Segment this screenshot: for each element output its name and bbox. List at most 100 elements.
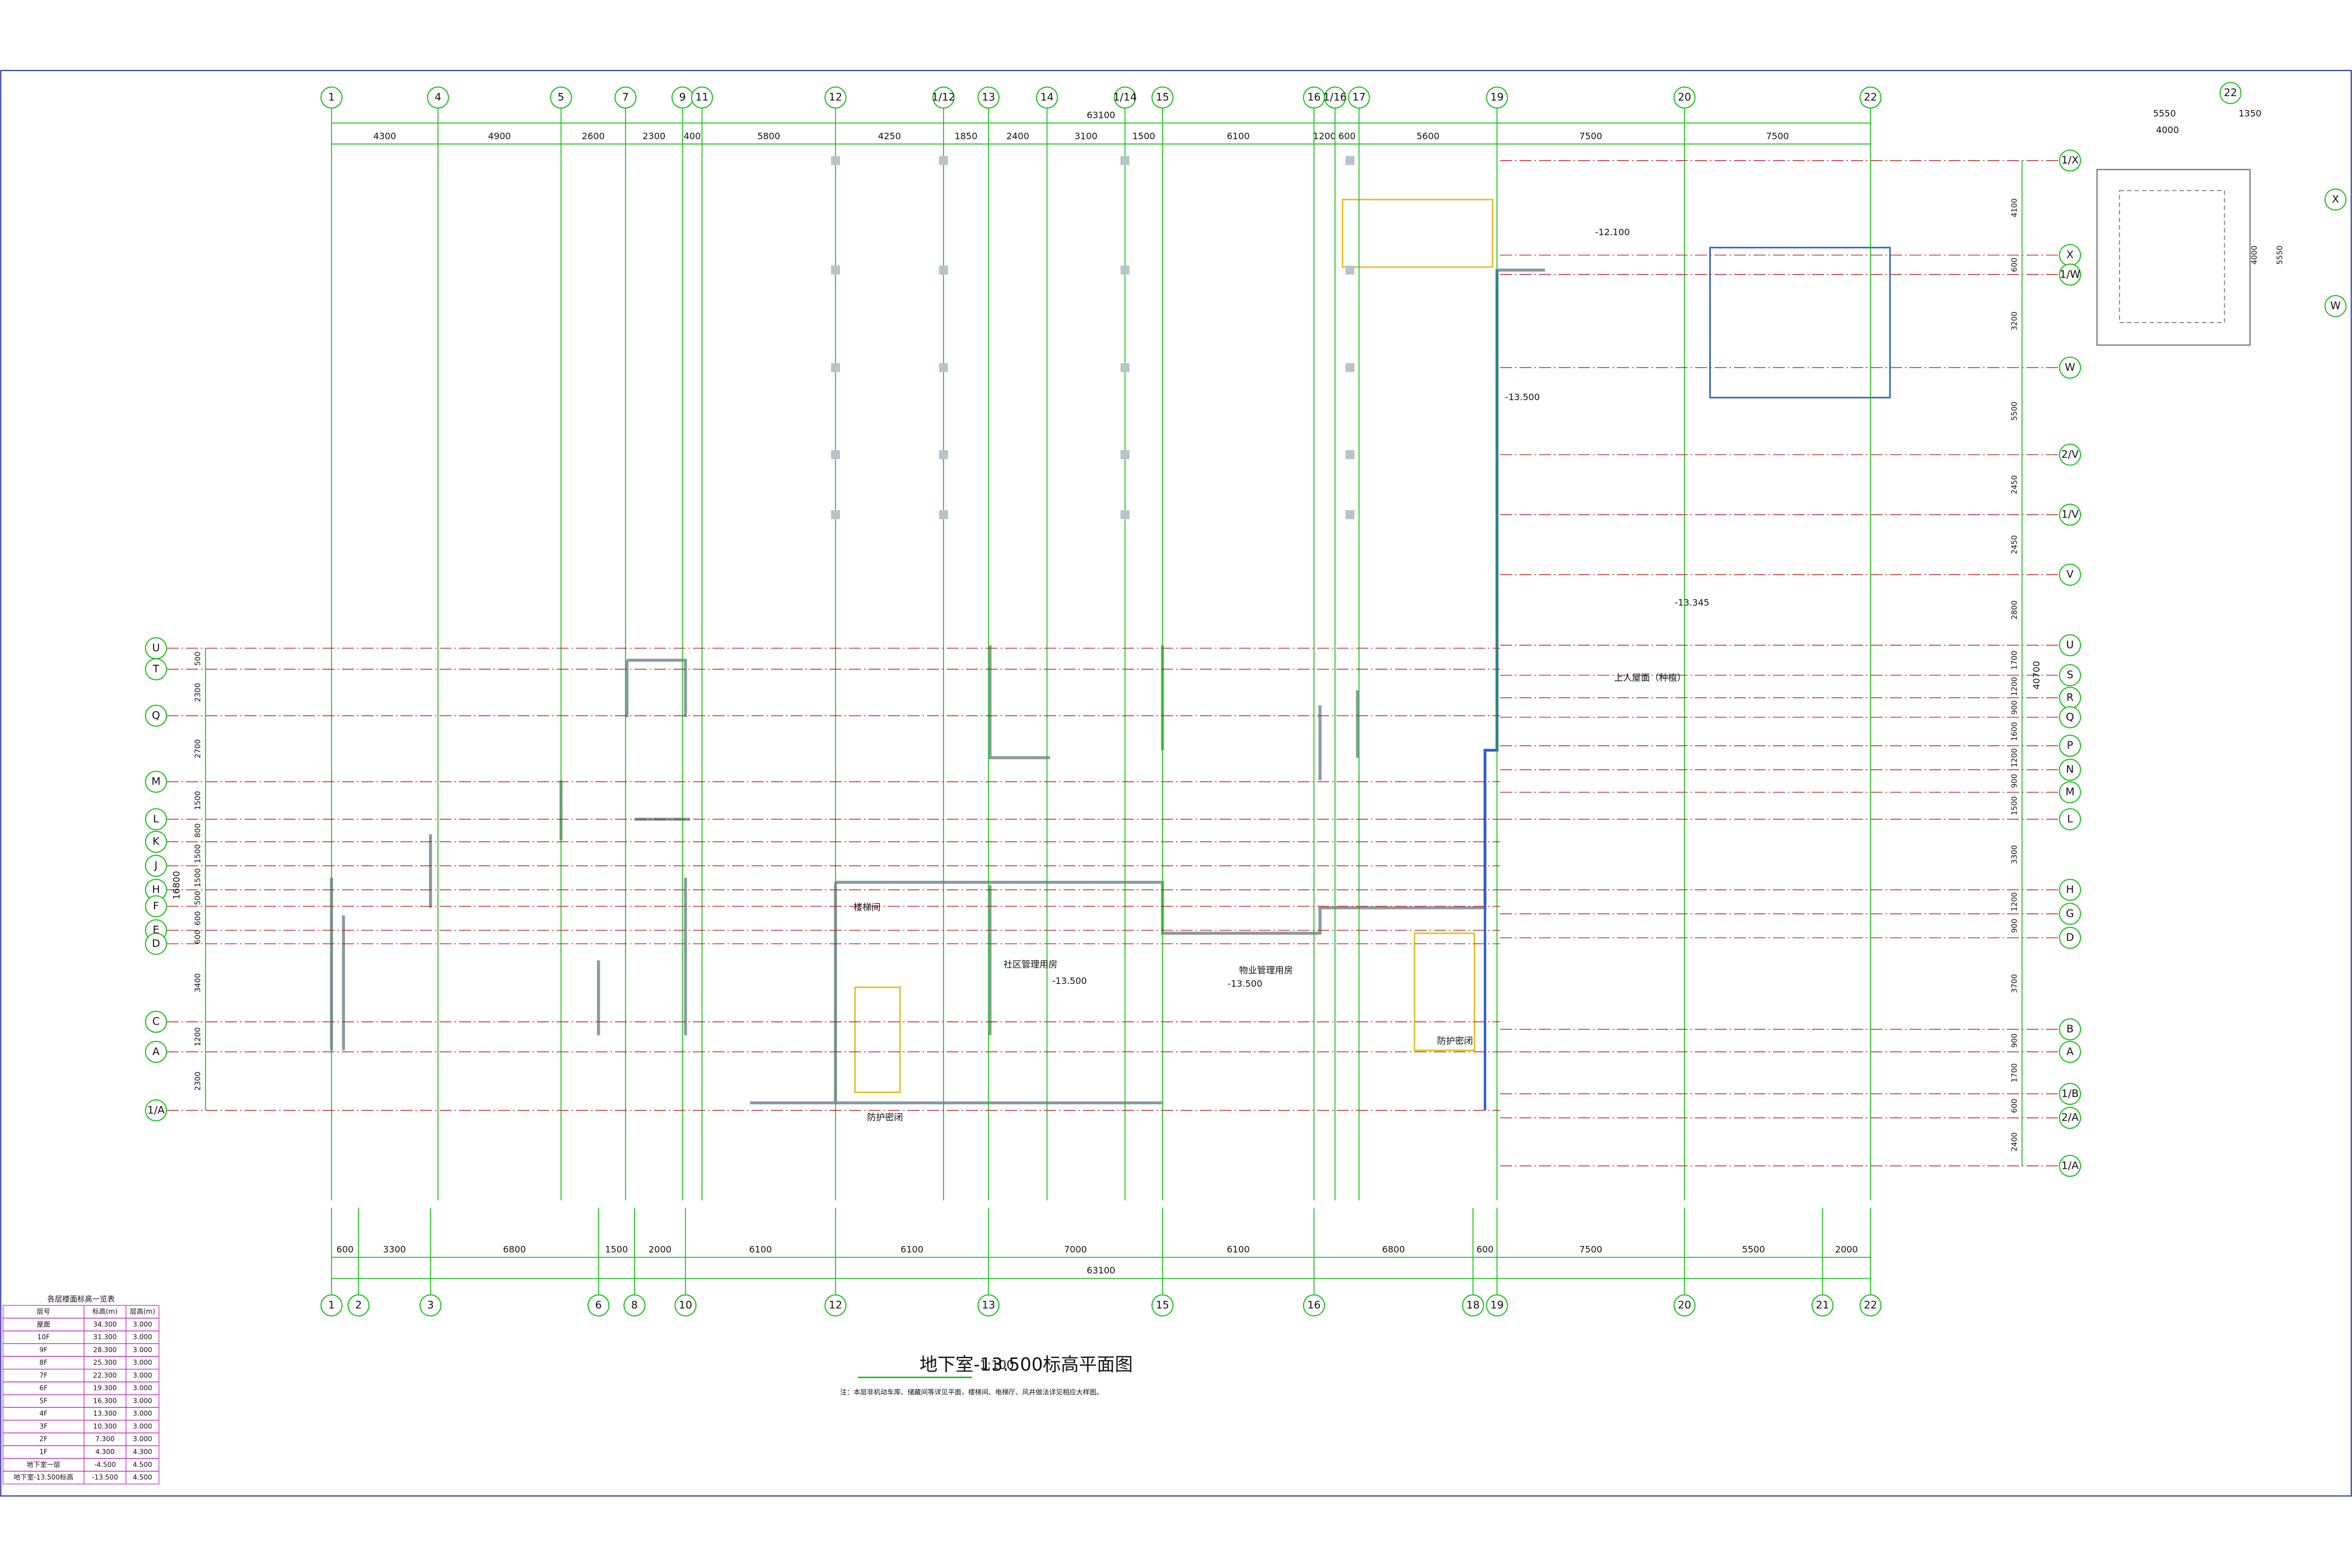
table-text: 地下室-13.500标高 <box>13 1473 73 1481</box>
frame <box>0 69 2352 1497</box>
dimension: 600 <box>337 1244 354 1254</box>
dimension: 600 <box>1338 130 1356 141</box>
axis-label: 20 <box>1678 1300 1691 1312</box>
dimension-total: 63100 <box>1087 1265 1116 1276</box>
dimension: 1500 <box>1132 130 1155 141</box>
dimension: 1500 <box>194 791 203 810</box>
axis-label: 12 <box>829 92 842 104</box>
axis-label: 10 <box>679 1300 692 1312</box>
table-text: 10F <box>38 1333 50 1341</box>
column <box>1345 450 1355 459</box>
dimension: 4900 <box>488 130 511 141</box>
column <box>1120 450 1130 459</box>
axis-label: 1/16 <box>1323 92 1347 104</box>
dimension: 3400 <box>194 973 203 992</box>
dimension-total: 63100 <box>1087 110 1116 120</box>
table-text: 7.300 <box>95 1435 114 1443</box>
axis-label: 13 <box>982 1300 995 1312</box>
table-title: 各层楼面标高一览表 <box>47 1294 114 1304</box>
column <box>1120 510 1130 520</box>
axis-label: 19 <box>1490 92 1504 104</box>
table-text: 34.300 <box>93 1320 116 1328</box>
axis-bubble <box>690 86 713 109</box>
axis-label: 1/A <box>2061 1160 2079 1172</box>
dimension: 1350 <box>2238 108 2261 119</box>
dimension: 5550 <box>2153 108 2176 119</box>
axis-label: 15 <box>1156 92 1169 104</box>
axis-bubble <box>1859 86 1882 109</box>
axis-bubble <box>144 895 167 918</box>
room-label: 物业管理用房 <box>1239 965 1293 976</box>
axis-label: L <box>153 813 159 825</box>
dimension: 5800 <box>757 130 780 141</box>
title: 地下室-13.500标高平面图 <box>920 1354 1133 1375</box>
axis-bubble <box>320 86 343 109</box>
dimension: 3700 <box>2010 974 2019 993</box>
axis-label: C <box>152 1016 160 1028</box>
axis-label: L <box>2067 813 2073 825</box>
axis-label: 1/X <box>2061 155 2079 166</box>
dimension: 800 <box>194 823 203 838</box>
axis-bubble <box>2059 1082 2082 1105</box>
table-text: 4.300 <box>95 1448 114 1456</box>
axis-bubble <box>2059 758 2082 781</box>
dimension: 2450 <box>2010 535 2019 554</box>
column <box>830 450 840 459</box>
room-label: -13.345 <box>1674 598 1709 608</box>
axis-label: T <box>152 664 160 675</box>
dimension: 600 <box>194 911 203 926</box>
column <box>939 156 948 165</box>
axis-bubble <box>2059 444 2082 466</box>
axis-bubble <box>1035 86 1058 109</box>
dimension: 7500 <box>1579 130 1602 141</box>
dimension: 5500 <box>2010 402 2019 421</box>
dimension: 3100 <box>1075 130 1098 141</box>
axis-label: D <box>2066 932 2074 944</box>
table-text: 13.300 <box>93 1410 116 1417</box>
axis-bubble <box>977 86 1000 109</box>
axis-label: 14 <box>1040 92 1054 104</box>
stair <box>854 986 901 1093</box>
dimension: 1700 <box>2010 1063 2019 1082</box>
mini-core <box>2119 190 2225 323</box>
axis-bubble <box>1151 1294 1174 1317</box>
dimension: 1850 <box>955 130 978 141</box>
dimension: 1200 <box>2010 892 2019 911</box>
table-text: 8F <box>39 1359 48 1366</box>
table-text: 3.000 <box>133 1435 152 1443</box>
dimension: 5600 <box>1417 130 1440 141</box>
scale: 1:100 <box>979 1358 1014 1372</box>
axis-label: 17 <box>1352 92 1366 104</box>
axis-label: V <box>2066 569 2074 581</box>
table-text: 3.000 <box>133 1397 152 1404</box>
dimension: 1600 <box>2010 722 2019 741</box>
axis-label: M <box>2065 786 2074 798</box>
dimension: 600 <box>2010 258 2019 272</box>
dimension: 500 <box>194 891 203 906</box>
room-label: 防护密闭 <box>1437 1035 1473 1046</box>
table-cell <box>125 1471 160 1485</box>
dimension: 2600 <box>582 130 605 141</box>
column <box>1345 156 1355 165</box>
axis-bubble <box>932 86 955 109</box>
note: 注：本层非机动车库、储藏间等详见平面，楼梯间、电梯厅、风井做法详见相应大样图。 <box>840 1388 1103 1396</box>
dimension: 1200 <box>1313 130 1336 141</box>
table-text: 2F <box>39 1435 48 1443</box>
table-text: 标高(m) <box>92 1307 118 1315</box>
shaft <box>1709 246 1891 399</box>
table-text: 4.300 <box>133 1448 152 1456</box>
axis-bubble <box>614 86 637 109</box>
axis-bubble <box>144 932 167 955</box>
axis-label: 22 <box>1864 1300 1877 1312</box>
axis-label: 7 <box>622 92 629 104</box>
axis-bubble <box>2059 664 2082 687</box>
dimension: 6100 <box>900 1244 923 1254</box>
room-label: 防护密闭 <box>867 1112 903 1123</box>
axis-label: 9 <box>679 92 686 104</box>
axis-label: X <box>2332 194 2339 206</box>
axis-label: D <box>152 938 160 950</box>
axis-bubble <box>144 1099 167 1122</box>
table-text: 16.300 <box>93 1397 116 1404</box>
axis-bubble <box>144 658 167 680</box>
axis-label: B <box>2066 1024 2074 1035</box>
